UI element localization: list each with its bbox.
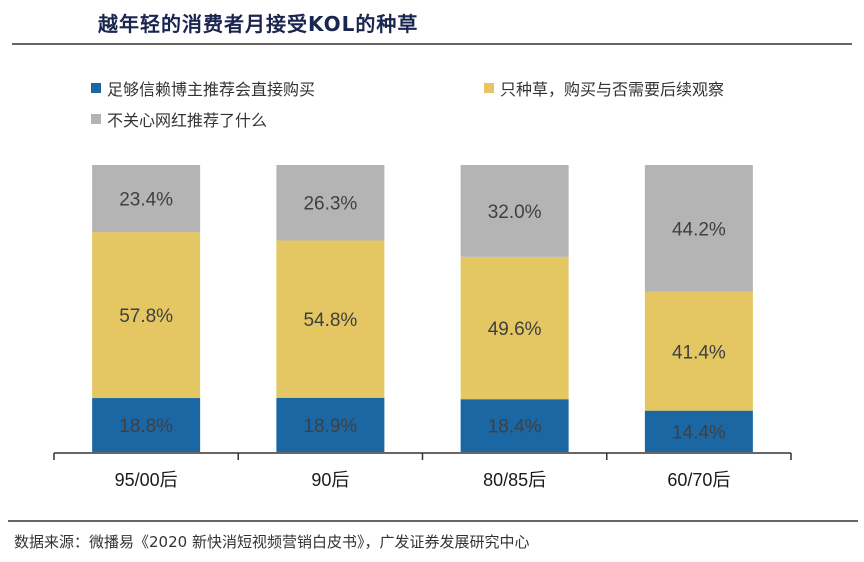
bar-segment [644,291,753,411]
data-label: 14.4% [672,422,726,443]
legend-label: 只种草，购买与否需要后续观察 [500,80,725,99]
data-label: 41.4% [672,342,726,363]
title-divider [12,43,852,45]
legend-swatch-yellow [484,83,494,93]
legend-swatch-blue [91,83,101,93]
data-source: 数据来源：微播易《2020 新快消短视频营销白皮书》，广发证券发展研究中心 [14,533,530,551]
data-label: 18.8% [119,416,173,437]
chart-title: 越年轻的消费者月接受KOL的种草 [98,12,419,36]
bar-segment [92,165,201,233]
legend-label: 足够信赖博主推荐会直接购买 [107,80,316,99]
bar-segment [460,399,569,452]
bar-segment [460,165,569,257]
legend-item-grass-only: 只种草，购买与否需要后续观察 [484,76,724,100]
data-label: 18.9% [303,416,357,437]
data-label: 49.6% [488,319,542,340]
data-label: 44.2% [672,219,726,240]
legend-swatch-gray [91,114,101,124]
bar-segment [644,410,753,452]
data-label: 18.4% [488,417,542,438]
legend-item-dont-care: 不关心网红推荐了什么 [91,107,267,131]
data-label: 23.4% [119,190,173,211]
bar-segment [92,232,201,399]
bar-segment [92,398,201,452]
bar-segment [276,240,385,398]
x-tick-label: 95/00后 [115,470,178,490]
data-label: 57.8% [119,306,173,327]
x-tick-label: 60/70后 [667,470,730,490]
data-label: 26.3% [303,194,357,215]
bar-segment [276,397,385,452]
bar-segment [276,165,385,241]
source-divider [8,520,858,522]
x-tick-label: 80/85后 [483,470,546,490]
bar-segment [460,256,569,400]
data-label: 32.0% [488,202,542,223]
bar-segment [644,165,753,292]
x-tick-label: 90后 [311,470,349,490]
data-label: 54.8% [303,310,357,331]
legend-label: 不关心网红推荐了什么 [107,111,268,130]
legend-item-direct-buy: 足够信赖博主推荐会直接购买 [91,76,315,100]
